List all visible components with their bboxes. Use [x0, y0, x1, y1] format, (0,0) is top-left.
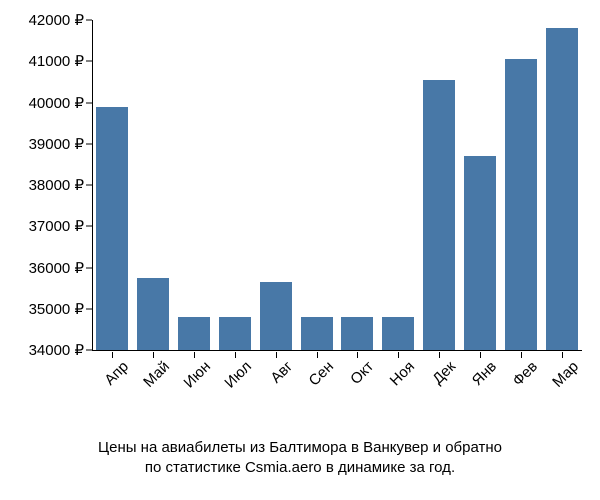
- x-tick-mark: [562, 352, 563, 358]
- x-tick-mark: [276, 352, 277, 358]
- bar: [178, 317, 210, 350]
- x-tick-mark: [235, 352, 236, 358]
- bar: [96, 107, 128, 350]
- bar: [341, 317, 373, 350]
- y-tick-label: 36000 ₽: [29, 259, 84, 277]
- bar: [505, 59, 537, 350]
- x-tick-mark: [112, 352, 113, 358]
- y-axis: 34000 ₽35000 ₽36000 ₽37000 ₽38000 ₽39000…: [0, 20, 92, 350]
- y-tick-label: 37000 ₽: [29, 217, 84, 235]
- x-tick-mark: [521, 352, 522, 358]
- x-tick-label: Июл: [217, 358, 254, 395]
- bar: [301, 317, 333, 350]
- x-tick-label: Апр: [95, 358, 132, 395]
- x-tick-label: Мар: [544, 358, 581, 395]
- caption-line-2: по статистике Csmia.aero в динамике за г…: [0, 458, 600, 478]
- y-tick-label: 34000 ₽: [29, 341, 84, 359]
- x-tick-mark: [439, 352, 440, 358]
- x-tick-label: Ноя: [381, 358, 418, 395]
- bar: [137, 278, 169, 350]
- x-tick-label: Май: [136, 358, 173, 395]
- x-tick-mark: [153, 352, 154, 358]
- caption-line-1: Цены на авиабилеты из Балтимора в Ванкув…: [0, 438, 600, 458]
- y-tick-label: 41000 ₽: [29, 52, 84, 70]
- price-chart: 34000 ₽ 35000 ₽ 36000 ₽ 37000 ₽ 38000 ₽ 39000…: [0, 0, 600, 500]
- plot-area: [92, 20, 582, 350]
- x-axis-labels: АпрМайИюнИюлАвгСенОктНояДекЯнвФевМар: [92, 352, 582, 422]
- x-tick-label: Фев: [503, 358, 540, 395]
- y-tick-label: 40000 ₽: [29, 94, 84, 112]
- bar: [219, 317, 251, 350]
- bar: [382, 317, 414, 350]
- x-tick-label: Авг: [258, 358, 295, 395]
- bar: [423, 80, 455, 350]
- x-tick-mark: [398, 352, 399, 358]
- bar: [260, 282, 292, 350]
- bars-container: [92, 20, 582, 350]
- y-tick-label: 42000 ₽: [29, 11, 84, 29]
- y-tick-label: 35000 ₽: [29, 300, 84, 318]
- x-tick-label: Июн: [177, 358, 214, 395]
- x-tick-mark: [480, 352, 481, 358]
- x-tick-mark: [194, 352, 195, 358]
- bar: [546, 28, 578, 350]
- x-tick-mark: [357, 352, 358, 358]
- bar: [464, 156, 496, 350]
- x-axis-line: [92, 350, 582, 351]
- x-tick-label: Сен: [299, 358, 336, 395]
- x-tick-label: Дек: [422, 358, 459, 395]
- x-tick-label: Окт: [340, 358, 377, 395]
- x-tick-label: Янв: [462, 358, 499, 395]
- y-tick-label: 39000 ₽: [29, 135, 84, 153]
- x-tick-mark: [317, 352, 318, 358]
- y-tick-label: 38000 ₽: [29, 176, 84, 194]
